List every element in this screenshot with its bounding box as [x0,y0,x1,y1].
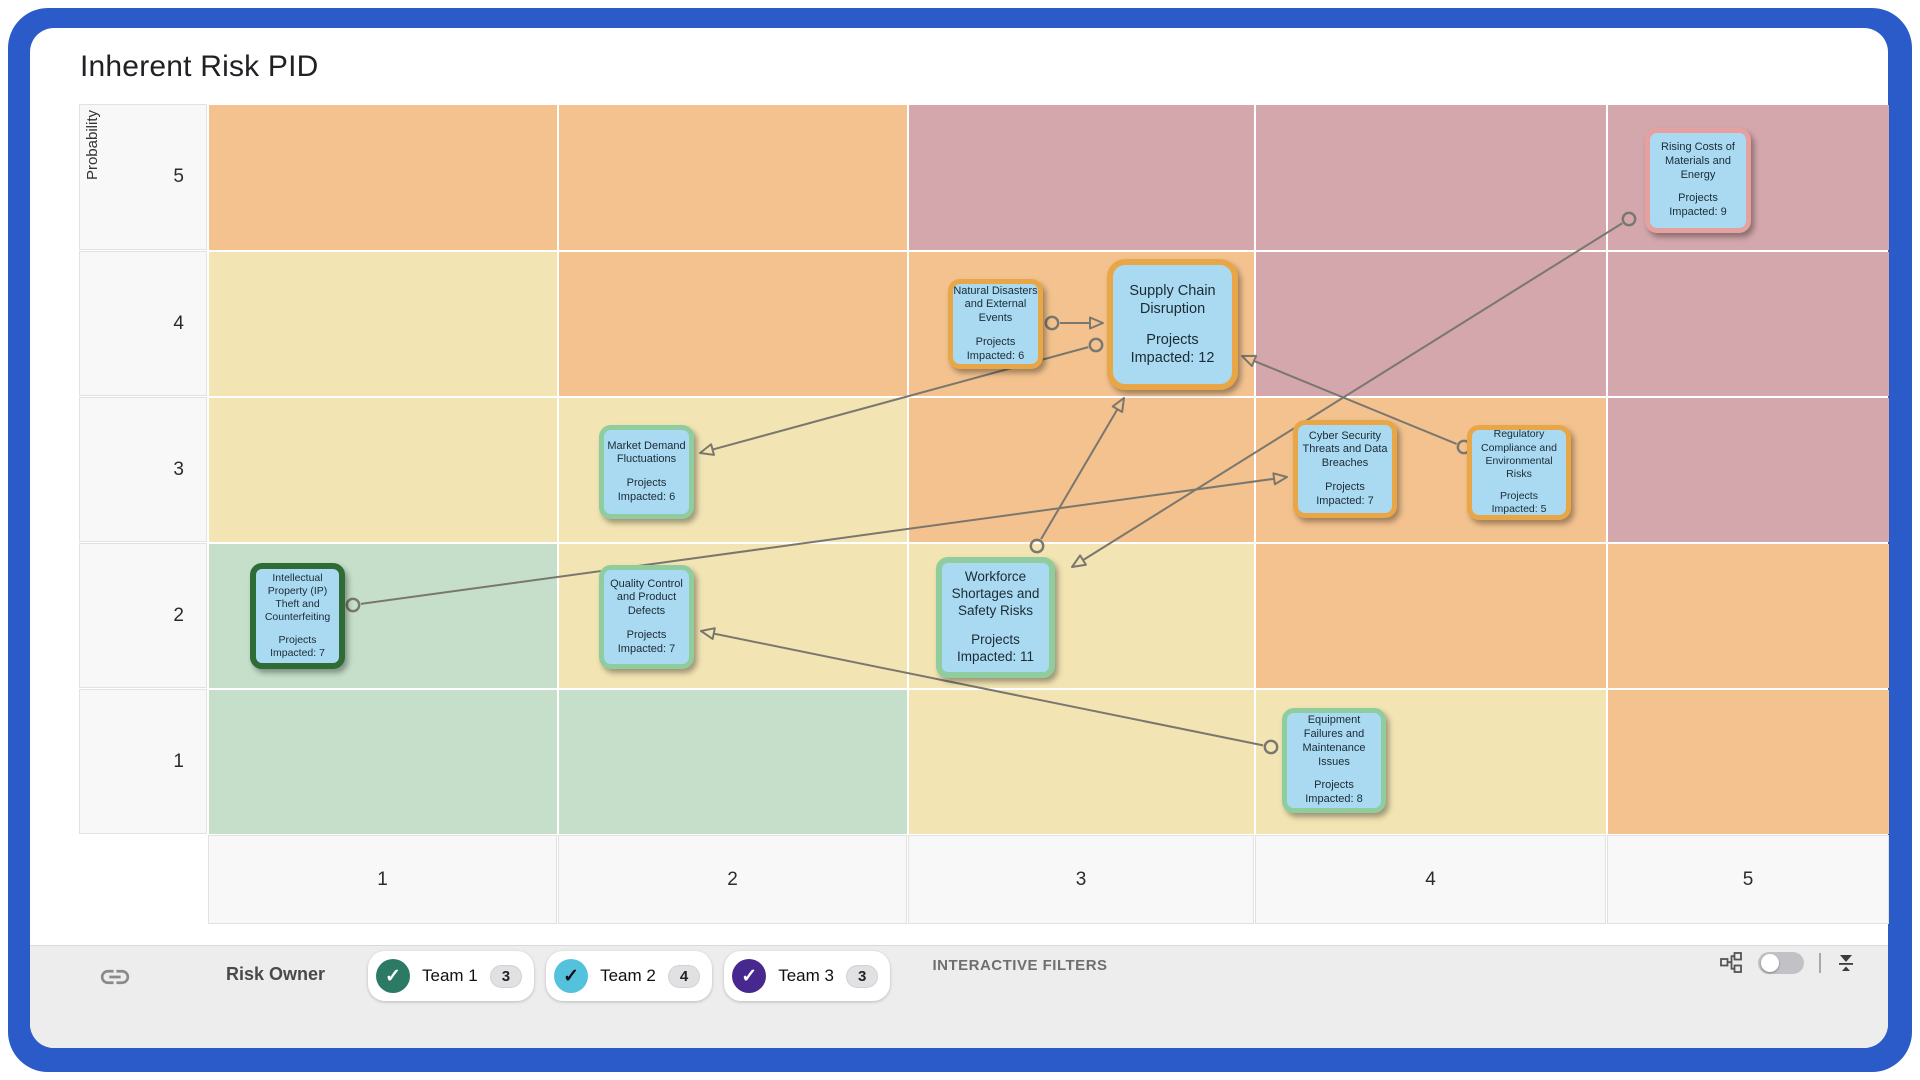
team-filter-chips: ✓ Team 1 3 ✓ Team 2 4 ✓ Team 3 3 [368,948,891,1004]
col-label-4: 4 [1255,835,1606,924]
risk-owner-label: Risk Owner [226,964,326,984]
risk-card-title: Supply Chain Disruption [1129,282,1216,317]
cell-p5-i2 [559,105,907,250]
risk-card-title: Workforce Shortages and Safety Risks [951,569,1040,618]
link-icon[interactable] [98,960,132,994]
risk-card-regulatory[interactable]: Regulatory Compliance and Environmental … [1467,425,1571,520]
risk-card-projects-impacted: Projects Impacted: 9 [1669,192,1727,219]
row-header-3: 3 [79,397,207,542]
team-chip-label: Team 2 [600,966,656,985]
row-header-1: 1 [79,689,207,834]
filters-title: INTERACTIVE FILTERS [932,957,1108,974]
risk-card-projects-impacted: Projects Impacted: 12 [1130,332,1215,367]
visibility-toggle[interactable] [1758,952,1804,974]
cell-p1-i5 [1608,690,1889,834]
collapse-icon[interactable] [1836,952,1856,974]
col-label-3: 3 [908,835,1254,924]
row-header-2: 2 [79,543,207,688]
hierarchy-icon[interactable] [1719,951,1743,975]
risk-card-equipment[interactable]: Equipment Failures and Maintenance Issue… [1282,708,1386,813]
team-chip-count: 3 [489,964,523,988]
risk-card-projects-impacted: Projects Impacted: 5 [1491,490,1547,516]
team-chip-1[interactable]: ✓ Team 1 3 [368,951,535,1001]
risk-card-title: Quality Control and Product Defects [610,577,683,618]
risk-card-title: Intellectual Property (IP) Theft and Cou… [264,571,331,624]
row-header-4: 4 [79,251,207,396]
toggle-knob [1761,954,1779,972]
risk-card-projects-impacted: Projects Impacted: 7 [617,628,676,655]
col-label-1: 1 [208,835,557,924]
risk-card-title: Market Demand Fluctuations [607,439,686,466]
risk-card-projects-impacted: Projects Impacted: 11 [956,632,1035,664]
risk-card-title: Cyber Security Threats and Data Breaches [1302,429,1388,470]
cell-p5-i1 [209,105,557,250]
team-chip-2[interactable]: ✓ Team 2 4 [546,951,713,1001]
cell-p3-i5 [1608,398,1889,542]
col-label-2: 2 [558,835,907,924]
interactive-filters-bar: INTERACTIVE FILTERS Risk Ow [30,945,1888,1048]
risk-card-title: Rising Costs of Materials and Energy [1661,141,1735,181]
cell-p4-i1 [209,252,557,396]
risk-card-natural-disasters[interactable]: Natural Disasters and External Events Pro… [948,279,1043,369]
team-chip-3[interactable]: ✓ Team 3 3 [724,951,891,1001]
cell-p2-i5 [1608,544,1889,688]
risk-card-title: Natural Disasters and External Events [953,284,1038,325]
check-icon: ✓ [554,959,589,993]
page-title: Inherent Risk PID [80,50,319,83]
check-icon: ✓ [732,959,767,993]
row-header-5: 5 [79,104,207,250]
risk-card-market-demand[interactable]: Market Demand Fluctuations Projects Impac… [599,425,694,519]
risk-card-cyber-security[interactable]: Cyber Security Threats and Data Breaches… [1293,420,1397,518]
cell-p1-i1 [209,690,557,834]
team-chip-label: Team 1 [422,966,478,985]
col-label-5: 5 [1607,835,1889,924]
risk-card-projects-impacted: Projects Impacted: 7 [270,633,325,659]
risk-card-projects-impacted: Projects Impacted: 7 [1316,480,1374,507]
risk-card-quality-control[interactable]: Quality Control and Product Defects Proje… [599,565,694,669]
team-chip-label: Team 3 [778,966,834,985]
risk-card-title: Equipment Failures and Maintenance Issue… [1302,714,1366,768]
risk-card-projects-impacted: Projects Impacted: 8 [1305,779,1363,805]
risk-card-projects-impacted: Projects Impacted: 6 [617,476,676,503]
check-icon: ✓ [376,959,410,993]
divider [1819,953,1821,973]
risk-card-ip-theft[interactable]: Intellectual Property (IP) Theft and Cou… [250,563,345,669]
team-chip-count: 3 [845,964,879,988]
cell-p2-i4 [1256,544,1606,688]
filters-toolbar [1719,951,1856,975]
cell-p4-i5 [1608,252,1889,396]
team-chip-count: 4 [667,964,701,988]
risk-card-rising-costs[interactable]: Rising Costs of Materials and Energy Proj… [1645,128,1751,233]
risk-card-projects-impacted: Projects Impacted: 6 [966,335,1025,362]
risk-card-workforce[interactable]: Workforce Shortages and Safety Risks Proj… [936,557,1055,678]
risk-card-supply-chain[interactable]: Supply Chain Disruption Projects Impacted… [1107,259,1238,390]
risk-card-title: Regulatory Compliance and Environmental … [1481,428,1557,480]
